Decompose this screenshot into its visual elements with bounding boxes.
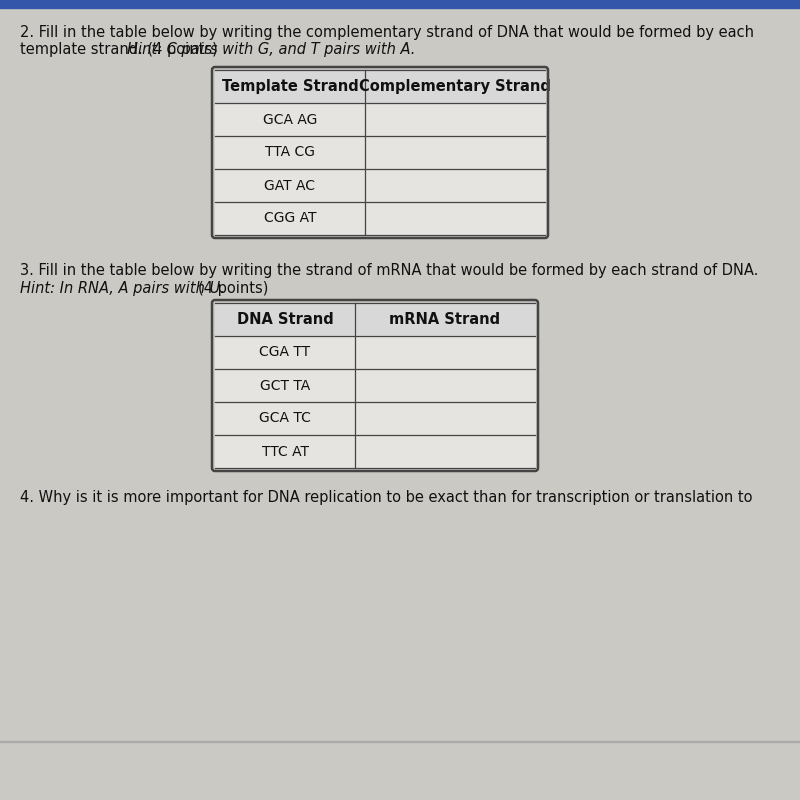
Text: mRNA Strand: mRNA Strand (390, 312, 501, 327)
Bar (215, 70, 545, 103)
Text: CGA TT: CGA TT (259, 346, 310, 359)
Bar (215, 136, 545, 169)
Bar (215, 435, 535, 468)
Text: 4. Why is it is more important for DNA replication to be exact than for transcri: 4. Why is it is more important for DNA r… (20, 490, 753, 505)
Text: (4 points): (4 points) (198, 281, 268, 296)
Text: GCA TC: GCA TC (259, 411, 311, 426)
Text: Template Strand: Template Strand (222, 79, 358, 94)
Text: template strand. (4 points): template strand. (4 points) (20, 42, 218, 57)
Text: GCT TA: GCT TA (260, 378, 310, 393)
Bar (0, 741, 800, 742)
Bar (215, 303, 535, 336)
Text: Complementary Strand: Complementary Strand (359, 79, 551, 94)
Bar (215, 169, 545, 202)
Bar (215, 202, 545, 235)
Text: GCA AG: GCA AG (263, 113, 317, 126)
Text: Hint: In RNA, A pairs with U.: Hint: In RNA, A pairs with U. (20, 281, 225, 296)
Text: TTA CG: TTA CG (265, 146, 315, 159)
Bar (215, 369, 535, 402)
Bar (215, 103, 545, 136)
Bar (215, 402, 535, 435)
Text: DNA Strand: DNA Strand (237, 312, 334, 327)
Text: TTC AT: TTC AT (262, 445, 309, 458)
Text: GAT AC: GAT AC (265, 178, 315, 193)
Text: Hint: C pairs with G, and T pairs with A.: Hint: C pairs with G, and T pairs with A… (127, 42, 415, 57)
Bar (215, 336, 535, 369)
Text: CGG AT: CGG AT (264, 211, 316, 226)
Bar (0, 0, 800, 8)
Text: 3. Fill in the table below by writing the strand of mRNA that would be formed by: 3. Fill in the table below by writing th… (20, 263, 758, 278)
Text: 2. Fill in the table below by writing the complementary strand of DNA that would: 2. Fill in the table below by writing th… (20, 25, 754, 40)
